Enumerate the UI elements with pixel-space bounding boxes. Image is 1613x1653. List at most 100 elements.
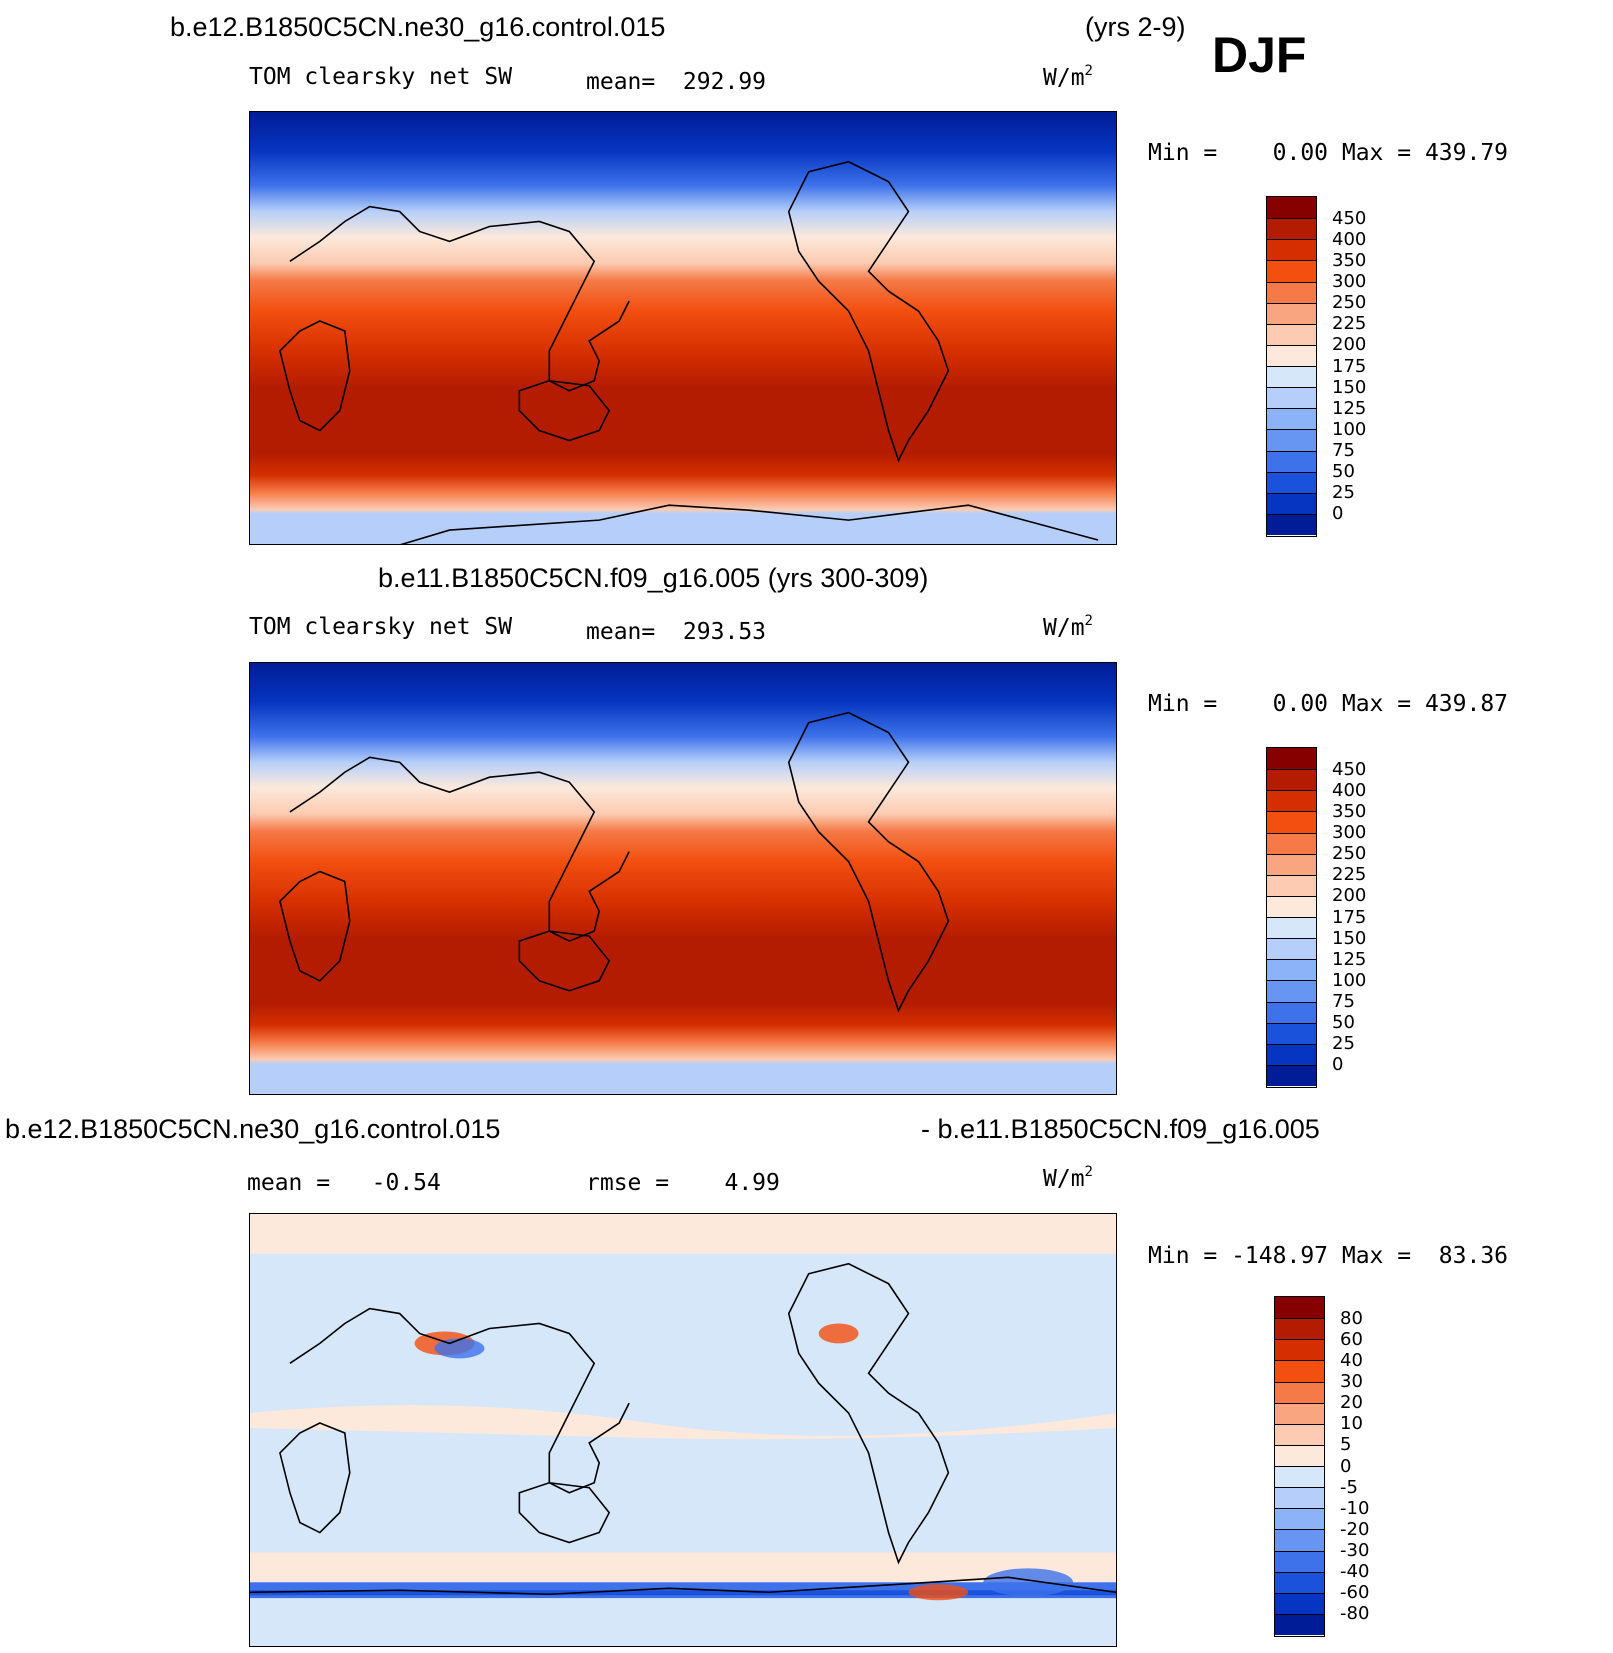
- colorbar-segment: [1267, 895, 1316, 917]
- colorbar-tick-label: 20: [1340, 1392, 1363, 1414]
- colorbar-segment: [1267, 513, 1316, 535]
- colorbar-segment: [1275, 1402, 1324, 1424]
- colorbar-segment: [1267, 239, 1316, 261]
- colorbar-segment: [1275, 1466, 1324, 1488]
- colorbar-tick-label: 5: [1340, 1434, 1352, 1456]
- coastlines-icon: [250, 1262, 1116, 1596]
- colorbar-tick-label: 50: [1332, 461, 1355, 483]
- colorbar-tick-label: 225: [1332, 864, 1367, 886]
- colorbar-tick-label: 125: [1332, 948, 1367, 970]
- colorbar-segment: [1267, 366, 1316, 388]
- colorbar-tick-label: 300: [1332, 271, 1367, 292]
- colorbar-segment: [1267, 408, 1316, 430]
- colorbar-segment: [1267, 917, 1316, 939]
- coastlines-icon: [279, 160, 1099, 544]
- colorbar-tick-label: 0: [1332, 503, 1344, 525]
- panel-control-unit: W/m2: [1043, 613, 1093, 641]
- colorbar-tick-label: -40: [1340, 1561, 1370, 1583]
- colorbar-segment: [1267, 1022, 1316, 1044]
- colorbar-tick-label: 400: [1332, 228, 1367, 250]
- colorbar-segment: [1267, 980, 1316, 1002]
- panel-test-map: [249, 111, 1117, 545]
- colorbar-tick-label: 175: [1332, 355, 1367, 377]
- colorbar-tick-label: 250: [1332, 292, 1367, 314]
- colorbar-segment: [1267, 429, 1316, 451]
- colorbar-segment: [1267, 959, 1316, 981]
- panel-test-colorbar: [1266, 196, 1317, 537]
- panel-diff-unit: W/m2: [1043, 1164, 1093, 1192]
- colorbar-segment: [1267, 260, 1316, 282]
- season-label: DJF: [1212, 27, 1307, 83]
- colorbar-segment: [1267, 281, 1316, 303]
- colorbar-tick-label: 125: [1332, 397, 1367, 419]
- colorbar-segment: [1275, 1381, 1324, 1403]
- panel-diff-rmse: rmse = 4.99: [586, 1170, 780, 1196]
- colorbar-tick-label: 350: [1332, 800, 1367, 822]
- colorbar-segment: [1267, 1064, 1316, 1086]
- colorbar-tick-label: 0: [1332, 1054, 1344, 1076]
- panel-test-header-left: b.e12.B1850C5CN.ne30_g16.control.015: [170, 12, 666, 42]
- colorbar-tick-label: 30: [1340, 1371, 1363, 1392]
- colorbar-tick-label: 10: [1340, 1413, 1363, 1435]
- colorbar-segment: [1275, 1444, 1324, 1466]
- colorbar-segment: [1275, 1550, 1324, 1572]
- colorbar-segment: [1267, 450, 1316, 472]
- colorbar-segment: [1275, 1339, 1324, 1361]
- panel-control-map-svg: [250, 663, 1116, 1094]
- colorbar-segment: [1267, 874, 1316, 896]
- panel-test-map-svg: [250, 112, 1116, 544]
- panel-diff-map: [249, 1213, 1117, 1647]
- panel-test-mean: mean= 292.99: [586, 69, 767, 95]
- panel-test-unit: W/m2: [1043, 63, 1093, 91]
- colorbar-segment: [1275, 1529, 1324, 1551]
- colorbar-tick-label: 150: [1332, 376, 1367, 398]
- colorbar-tick-label: 100: [1332, 418, 1367, 440]
- colorbar-tick-label: 200: [1332, 885, 1367, 907]
- panel-control-colorbar: [1266, 747, 1317, 1088]
- colorbar-segment: [1275, 1360, 1324, 1382]
- colorbar-segment: [1267, 938, 1316, 960]
- colorbar-segment: [1267, 1043, 1316, 1065]
- colorbar-segment: [1267, 853, 1316, 875]
- colorbar-segment: [1275, 1592, 1324, 1614]
- colorbar-tick-label: 300: [1332, 822, 1367, 843]
- colorbar-tick-label: 0: [1340, 1455, 1352, 1477]
- panel-test-minmax: Min = 0.00 Max = 439.79: [1148, 140, 1509, 166]
- panel-diff-header-right: - b.e11.B1850C5CN.f09_g16.005: [921, 1114, 1320, 1144]
- colorbar-tick-label: 225: [1332, 313, 1367, 335]
- colorbar-segment: [1275, 1613, 1324, 1635]
- colorbar-tick-label: 450: [1332, 207, 1367, 229]
- colorbar-tick-label: -5: [1340, 1476, 1358, 1498]
- panel-control-header: b.e11.B1850C5CN.f09_g16.005 (yrs 300-309…: [378, 563, 929, 593]
- colorbar-tick-label: 50: [1332, 1012, 1355, 1034]
- colorbar-tick-label: 175: [1332, 906, 1367, 928]
- panel-diff-colorbar: [1274, 1296, 1325, 1637]
- colorbar-tick-label: 200: [1332, 334, 1367, 356]
- panel-diff-map-svg: [250, 1214, 1116, 1646]
- colorbar-segment: [1275, 1487, 1324, 1509]
- colorbar-tick-label: 75: [1332, 440, 1355, 461]
- panel-control-minmax: Min = 0.00 Max = 439.87: [1148, 691, 1509, 717]
- colorbar-segment: [1275, 1571, 1324, 1593]
- colorbar-segment: [1267, 769, 1316, 791]
- colorbar-tick-label: 25: [1332, 482, 1355, 504]
- colorbar-segment: [1267, 387, 1316, 409]
- colorbar-segment: [1267, 218, 1316, 240]
- panel-test-header-right: (yrs 2-9): [1085, 12, 1186, 42]
- colorbar-segment: [1275, 1508, 1324, 1530]
- colorbar-segment: [1267, 197, 1316, 219]
- colorbar-segment: [1267, 832, 1316, 854]
- colorbar-tick-label: 450: [1332, 758, 1367, 780]
- panel-control-map: [249, 662, 1117, 1095]
- colorbar-segment: [1267, 302, 1316, 324]
- panel-control-variable: TOM clearsky net SW: [249, 614, 513, 640]
- colorbar-tick-label: -10: [1340, 1497, 1370, 1519]
- colorbar-segment: [1267, 790, 1316, 812]
- colorbar-segment: [1275, 1297, 1324, 1319]
- panel-diff-header-left: b.e12.B1850C5CN.ne30_g16.control.015: [5, 1114, 501, 1144]
- colorbar-tick-label: 60: [1340, 1328, 1363, 1350]
- colorbar-tick-label: -60: [1340, 1582, 1370, 1604]
- colorbar-tick-label: 150: [1332, 927, 1367, 949]
- colorbar-tick-label: 75: [1332, 991, 1355, 1012]
- colorbar-segment: [1267, 471, 1316, 493]
